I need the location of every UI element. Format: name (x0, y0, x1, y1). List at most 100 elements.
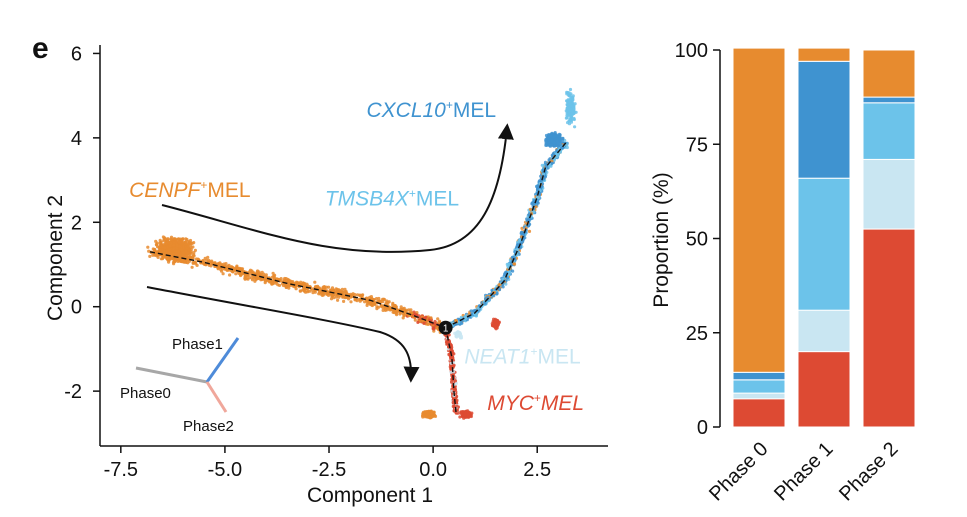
cell-point (506, 263, 511, 267)
cell-point (204, 263, 208, 267)
cell-point (493, 319, 497, 323)
cell-point (530, 201, 534, 205)
upper-arrow (161, 123, 514, 253)
plus-sign: + (446, 98, 453, 112)
cell-point (567, 112, 571, 116)
cell-point (175, 243, 179, 248)
plus-sign: + (530, 345, 537, 359)
cell-point (394, 305, 398, 309)
cell-point (334, 293, 338, 297)
cell-point (167, 250, 172, 254)
cell-point (516, 240, 521, 244)
bar-y-tick-label: 75 (686, 134, 708, 156)
cell-point (271, 271, 275, 275)
cell-point (221, 272, 225, 276)
cell-point (161, 255, 165, 259)
cell-state-label: TMSB4X+MEL (325, 186, 459, 210)
bar-segment (862, 49, 916, 98)
bar-y-tick-label: 100 (675, 40, 708, 62)
cell-point (426, 322, 430, 326)
cell-point (227, 263, 231, 267)
cell-point (365, 296, 369, 300)
cell-point (319, 292, 323, 296)
cell-point (503, 271, 507, 275)
cell-point (177, 244, 182, 248)
y-tick-label: 2 (71, 212, 82, 234)
scatter-points (146, 87, 578, 420)
cell-point (172, 252, 176, 256)
cell-point (169, 241, 173, 246)
gene-name: NEAT1 (464, 346, 530, 369)
cell-point (194, 257, 198, 261)
cell-point (154, 239, 158, 243)
trajectory-lines (149, 141, 567, 413)
x-tick-label: -7.5 (104, 459, 138, 481)
cell-point (553, 134, 557, 139)
cell-point (564, 116, 569, 120)
y-tick-label: 4 (71, 128, 82, 150)
cell-point (452, 363, 456, 367)
cell-point (494, 322, 498, 326)
cell-point (353, 293, 357, 297)
cell-point (463, 413, 467, 417)
cell-point (483, 301, 487, 305)
cell-point (520, 240, 524, 245)
cell-point (544, 139, 548, 143)
cell-point (356, 293, 360, 297)
bar-segment (732, 371, 786, 381)
cell-point (495, 291, 499, 295)
cell-point (189, 245, 193, 249)
cell-point (365, 303, 369, 307)
y-tick-label: 0 (71, 297, 82, 319)
cell-point (283, 276, 287, 281)
cell-point (270, 275, 274, 279)
cell-point (169, 256, 174, 260)
cell-point (459, 410, 463, 414)
cell-type-suffix: MEL (541, 392, 584, 415)
stacked-bars (732, 47, 916, 428)
cell-point (296, 281, 300, 285)
cell-point (304, 290, 308, 294)
cell-point (347, 297, 351, 301)
cell-point (428, 414, 432, 419)
cell-point (316, 285, 320, 289)
cell-point (169, 235, 174, 239)
phase0-legend-label: Phase0 (120, 385, 171, 402)
cell-point (230, 269, 234, 273)
cell-point (558, 143, 562, 147)
cell-point (190, 265, 194, 269)
plus-sign: + (200, 178, 207, 192)
bar-segment (797, 309, 851, 353)
cell-point (426, 412, 430, 416)
cell-point (555, 139, 559, 143)
cell-point (236, 267, 241, 271)
cell-point (271, 280, 275, 284)
cell-point (286, 279, 291, 283)
cell-type-suffix: MEL (453, 99, 496, 122)
cell-point (303, 284, 307, 288)
y-tick-label: 6 (71, 43, 82, 65)
cell-state-labels: CENPF+MELCXCL10+MELTMSB4X+MELNEAT1+MELMY… (129, 98, 584, 415)
cell-point (424, 315, 428, 319)
cell-point (203, 256, 207, 260)
cell-point (386, 300, 390, 305)
branch-point-marker: 1 (438, 320, 453, 335)
cell-point (329, 292, 333, 296)
cell-point (455, 398, 459, 402)
cell-point (148, 254, 152, 258)
cell-point (153, 247, 157, 252)
x-axis-title: Component 1 (307, 484, 433, 507)
cell-point (469, 309, 473, 313)
cell-point (224, 262, 228, 266)
cell-point (355, 299, 359, 303)
cell-point (184, 249, 188, 253)
cell-point (285, 284, 289, 289)
bar-y-tick-label: 0 (697, 417, 708, 439)
x-tick-label: -5.0 (208, 459, 242, 481)
cell-point (547, 136, 551, 140)
cell-point (451, 400, 455, 404)
cell-point (544, 143, 548, 147)
cell-point (476, 306, 480, 310)
cell-point (260, 277, 264, 281)
